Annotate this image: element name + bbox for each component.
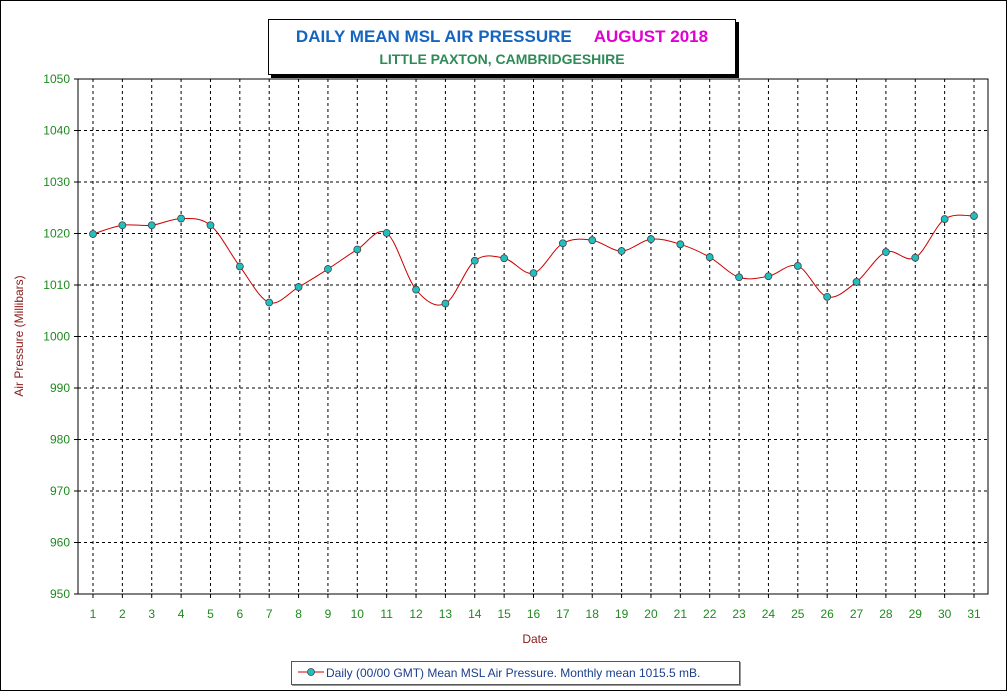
title-box: DAILY MEAN MSL AIR PRESSURE AUGUST 2018 L… (268, 19, 736, 75)
x-tick-label: 4 (178, 607, 185, 621)
data-point (588, 236, 597, 245)
data-point (647, 235, 655, 244)
plot-area (77, 78, 989, 595)
y-tick-label: 1050 (43, 72, 70, 86)
data-point (970, 212, 978, 220)
legend: Daily (00/00 GMT) Mean MSL Air Pressure.… (291, 661, 740, 685)
y-tick-label: 1000 (43, 330, 70, 344)
data-point (412, 285, 420, 294)
x-tick-label: 31 (967, 607, 981, 621)
x-tick-label: 28 (879, 607, 893, 621)
y-tick-label: 1040 (43, 124, 70, 138)
x-axis-label: Date (522, 632, 548, 646)
x-tick-label: 25 (791, 607, 805, 621)
data-point (735, 273, 743, 282)
y-tick-label: 1020 (43, 227, 70, 241)
x-tick-label: 16 (527, 607, 541, 621)
x-tick-label: 29 (909, 607, 923, 621)
x-tick-label: 10 (351, 607, 365, 621)
x-tick-label: 26 (820, 607, 834, 621)
x-tick-label: 11 (380, 607, 393, 621)
x-tick-label: 21 (674, 607, 688, 621)
chart-subtitle: LITTLE PAXTON, CAMBRIDGESHIRE (379, 51, 625, 67)
x-tick-label: 15 (497, 607, 511, 621)
x-tick-label: 20 (644, 607, 658, 621)
x-tick-label: 8 (295, 607, 302, 621)
data-point (324, 265, 332, 273)
data-point (529, 269, 538, 278)
data-point (118, 221, 127, 230)
x-tick-label: 13 (439, 607, 453, 621)
x-tick-label: 7 (266, 607, 273, 621)
data-point (823, 292, 832, 301)
data-point (89, 230, 97, 238)
x-tick-label: 24 (762, 607, 776, 621)
data-point (294, 283, 303, 291)
x-tick-label: 23 (732, 607, 746, 621)
x-tick-label: 27 (850, 607, 864, 621)
y-tick-label: 950 (50, 587, 70, 601)
chart-title-date: AUGUST 2018 (593, 27, 709, 46)
x-tick-label: 1 (90, 607, 97, 621)
x-tick-label: 5 (207, 607, 214, 621)
x-tick-label: 17 (556, 607, 570, 621)
x-tick-label: 12 (409, 607, 423, 621)
data-point (558, 239, 567, 248)
legend-swatch (298, 668, 324, 676)
data-point (470, 256, 479, 265)
data-point (382, 229, 391, 237)
y-axis-label: Air Pressure (Millibars) (12, 275, 26, 396)
legend-label: Daily (00/00 GMT) Mean MSL Air Pressure.… (326, 666, 701, 680)
data-point (617, 247, 626, 255)
x-tick-label: 3 (148, 607, 155, 621)
x-tick-label: 18 (586, 607, 600, 621)
grid (78, 79, 988, 594)
y-tick-label: 1010 (43, 278, 70, 292)
data-point (705, 253, 714, 262)
data-point (235, 262, 244, 271)
x-tick-label: 6 (236, 607, 243, 621)
y-tick-label: 980 (50, 433, 70, 447)
data-point (764, 272, 773, 281)
data-point (265, 298, 274, 307)
data-point (676, 240, 685, 249)
data-point (852, 278, 861, 286)
y-tick-label: 970 (50, 484, 70, 498)
data-point (793, 262, 802, 270)
data-point (177, 214, 186, 223)
data-point (206, 221, 215, 230)
chart-title: DAILY MEAN MSL AIR PRESSURE (295, 27, 572, 46)
data-point (940, 215, 949, 223)
x-tick-label: 14 (468, 607, 482, 621)
data-point (441, 299, 450, 308)
data-point (882, 248, 890, 256)
x-tick-label: 19 (615, 607, 629, 621)
y-tick-label: 960 (50, 536, 70, 550)
data-point (500, 254, 509, 263)
x-tick-label: 9 (325, 607, 332, 621)
x-tick-label: 2 (119, 607, 126, 621)
y-tick-label: 1030 (43, 175, 70, 189)
y-tick-label: 990 (50, 381, 70, 395)
x-tick-label: 30 (938, 607, 952, 621)
data-point (353, 245, 362, 254)
x-tick-label: 22 (703, 607, 717, 621)
data-point (911, 253, 920, 262)
data-point (147, 221, 156, 230)
axis-ticks: 9509609709809901000101010201030104010501… (43, 72, 981, 621)
series-layer (89, 212, 978, 308)
